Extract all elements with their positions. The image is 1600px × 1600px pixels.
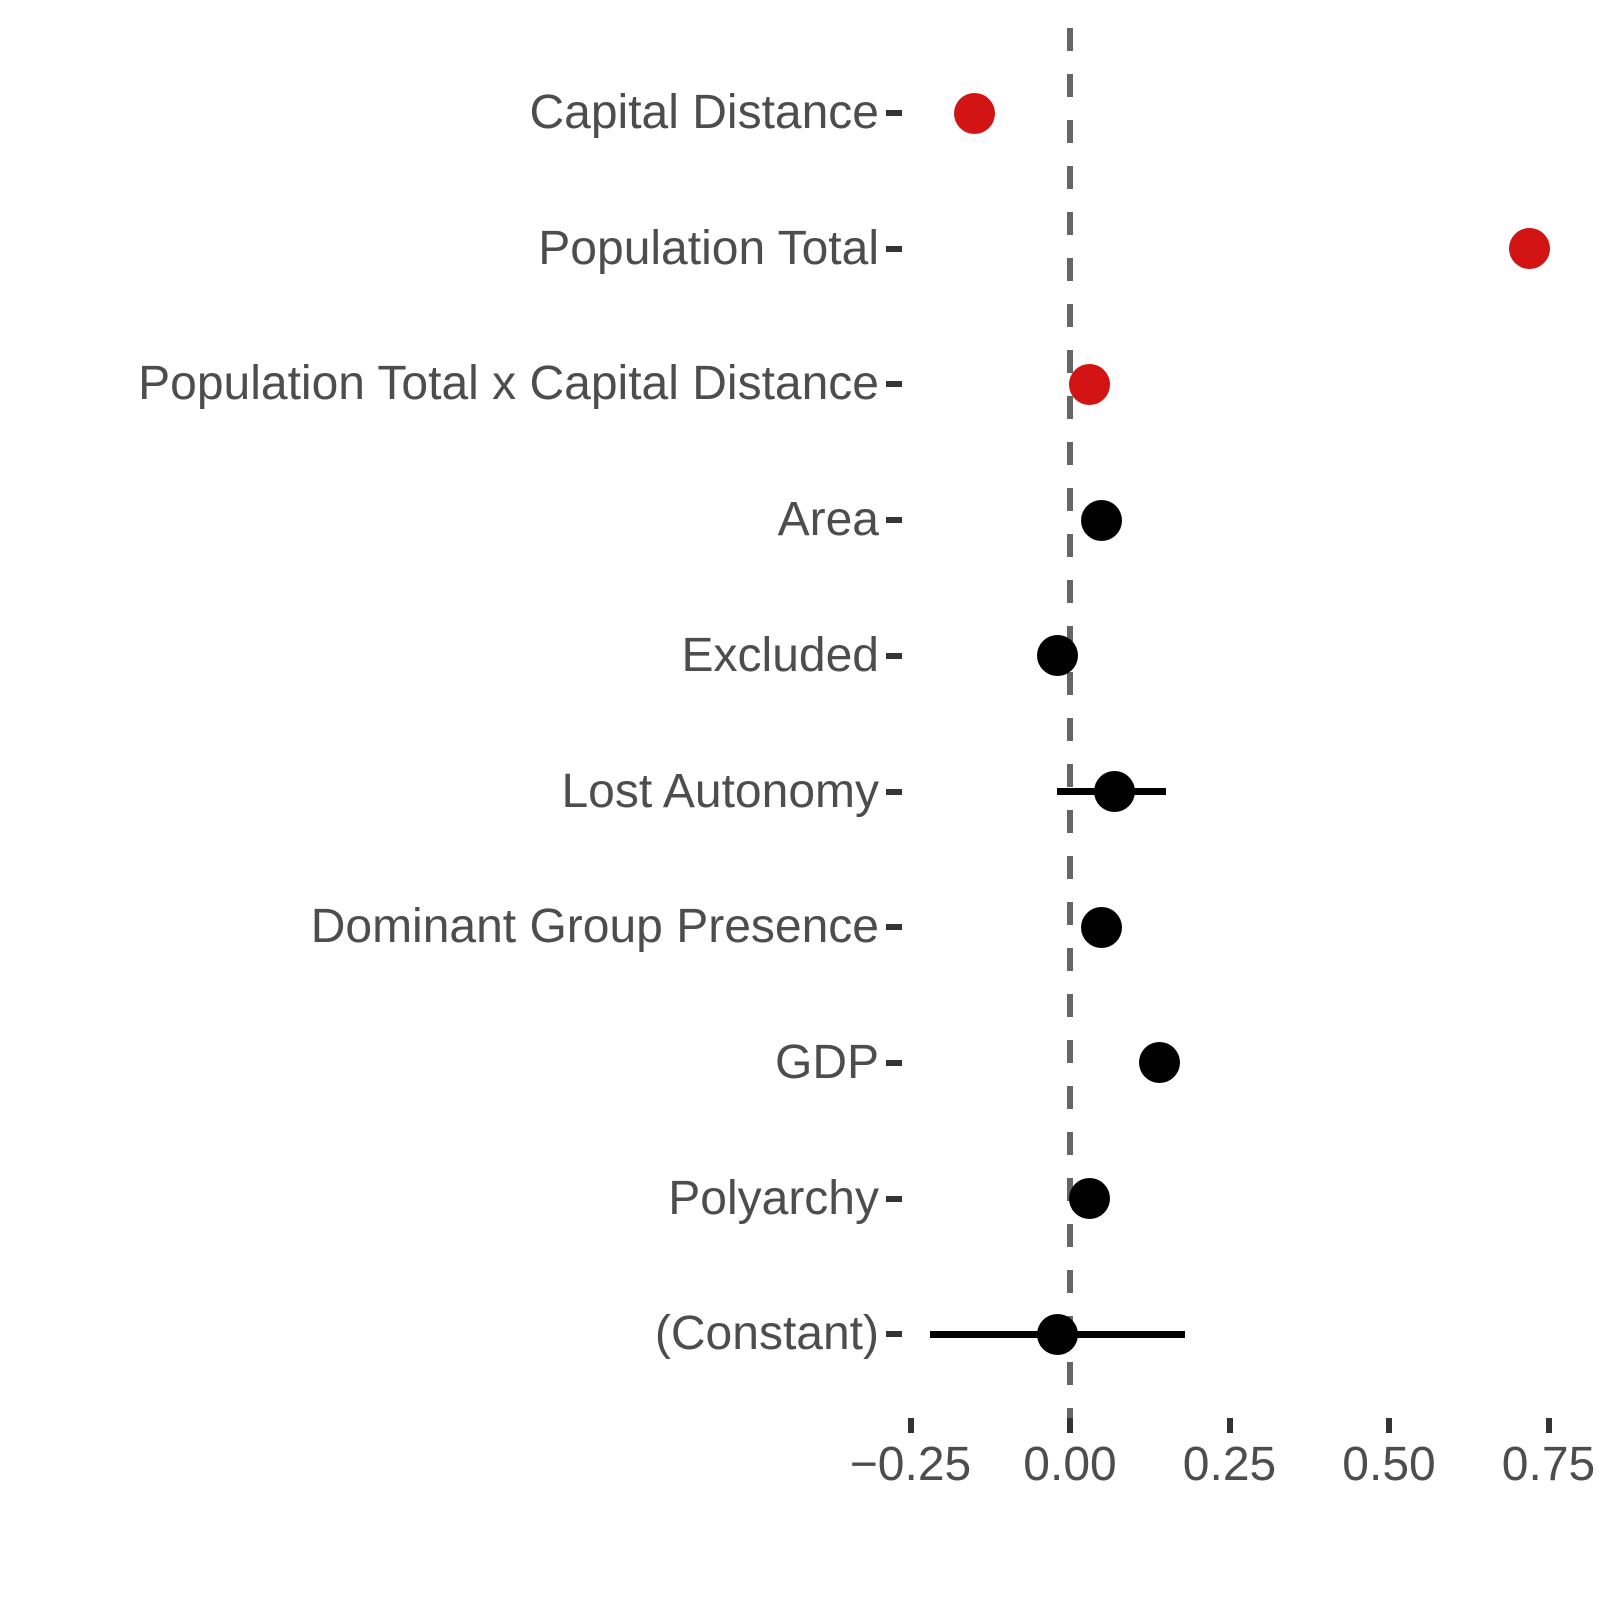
coefficient-point xyxy=(1138,1042,1180,1084)
y-axis-label: GDP xyxy=(774,1035,879,1089)
coefficient-point xyxy=(1081,906,1123,948)
y-axis-tick xyxy=(886,652,902,659)
y-axis-label: Lost Autonomy xyxy=(561,764,879,818)
y-axis-tick xyxy=(886,245,902,252)
y-axis-tick xyxy=(886,517,902,524)
x-axis-tick xyxy=(907,1418,914,1433)
coefficient-point xyxy=(1068,1178,1110,1220)
coefficient-point xyxy=(1036,1313,1078,1355)
y-axis-tick xyxy=(886,381,902,388)
y-axis-tick xyxy=(886,788,902,795)
y-axis-tick xyxy=(886,1059,902,1066)
y-axis-label: Area xyxy=(777,493,879,547)
y-axis-tick xyxy=(886,1195,902,1202)
x-axis-tick-label: 0.25 xyxy=(1182,1438,1277,1491)
x-axis-tick xyxy=(1226,1418,1233,1433)
x-axis-tick-label: 0.75 xyxy=(1501,1438,1596,1491)
y-axis-label: Population Total x Capital Distance xyxy=(138,357,879,411)
y-axis-label: Polyarchy xyxy=(668,1171,879,1225)
y-axis-tick xyxy=(886,110,902,116)
coefficient-point xyxy=(1036,635,1078,677)
x-axis-tick xyxy=(1386,1418,1392,1433)
coefficient-point xyxy=(1508,228,1550,270)
coefficient-point xyxy=(953,92,995,134)
y-axis-label: Dominant Group Presence xyxy=(310,900,879,954)
coefficient-point xyxy=(1081,499,1123,541)
y-axis-label: Capital Distance xyxy=(529,86,880,139)
y-axis-tick xyxy=(886,924,902,931)
x-axis-tick-label: 0.00 xyxy=(1023,1438,1117,1491)
coefficient-point xyxy=(1068,363,1110,405)
x-axis-tick-label: −0.25 xyxy=(849,1438,972,1491)
y-axis-label: (Constant) xyxy=(654,1307,879,1361)
y-axis-tick xyxy=(886,1331,902,1338)
x-axis-tick xyxy=(1545,1418,1552,1433)
coefficient-point xyxy=(1094,771,1136,812)
y-axis-label: Population Total xyxy=(538,221,879,275)
x-axis-tick-label: 0.50 xyxy=(1342,1438,1436,1491)
zero-reference-line xyxy=(1067,28,1073,1418)
y-axis-label: Excluded xyxy=(681,628,879,682)
x-axis-tick xyxy=(1067,1418,1073,1433)
